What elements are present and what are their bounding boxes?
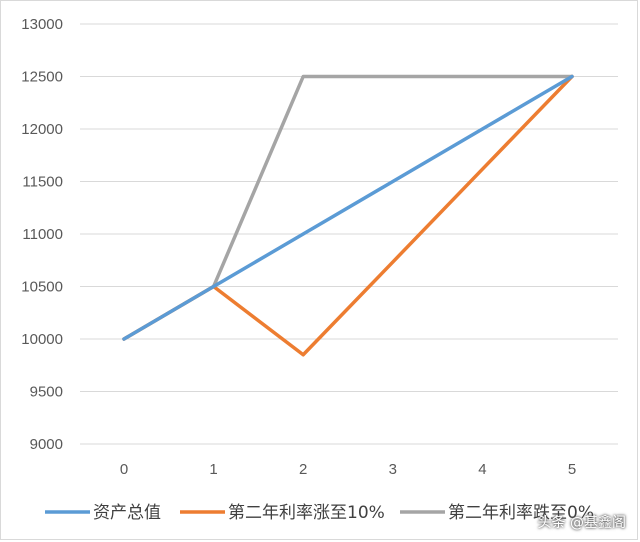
- y-tick-label: 11500: [22, 174, 63, 191]
- y-tick-label: 9000: [30, 436, 63, 453]
- x-axis-tick-labels: 0 1 2 3 4 5: [120, 461, 576, 478]
- series-line: [122, 74, 574, 341]
- x-tick-label: 1: [209, 461, 217, 478]
- y-tick-label: 9500: [30, 384, 63, 401]
- watermark: 头条 @基鑫阁: [537, 515, 626, 531]
- y-tick-label: 12500: [21, 69, 63, 86]
- x-tick-label: 0: [120, 461, 128, 478]
- y-tick-label: 10000: [21, 331, 63, 348]
- series-line: [122, 74, 574, 357]
- y-tick-label: 10500: [21, 279, 63, 296]
- legend-label: 第二年利率跌至0%: [448, 503, 594, 523]
- y-tick-label: 11000: [22, 226, 63, 243]
- legend-label: 资产总值: [93, 503, 161, 523]
- gridlines: [80, 23, 618, 445]
- x-tick-label: 3: [389, 461, 397, 478]
- legend: 资产总值 第二年利率涨至10% 第二年利率跌至0%: [45, 503, 594, 523]
- y-tick-label: 12000: [21, 121, 63, 138]
- x-tick-label: 5: [568, 461, 576, 478]
- x-tick-label: 4: [478, 461, 486, 478]
- x-tick-label: 2: [299, 461, 307, 478]
- y-tick-label: 13000: [21, 16, 63, 33]
- legend-label: 第二年利率涨至10%: [228, 503, 385, 523]
- y-axis-tick-labels: 9000 9500 10000 10500 11000 11500 12000 12500 13…: [21, 16, 63, 453]
- series-lines: [122, 74, 574, 357]
